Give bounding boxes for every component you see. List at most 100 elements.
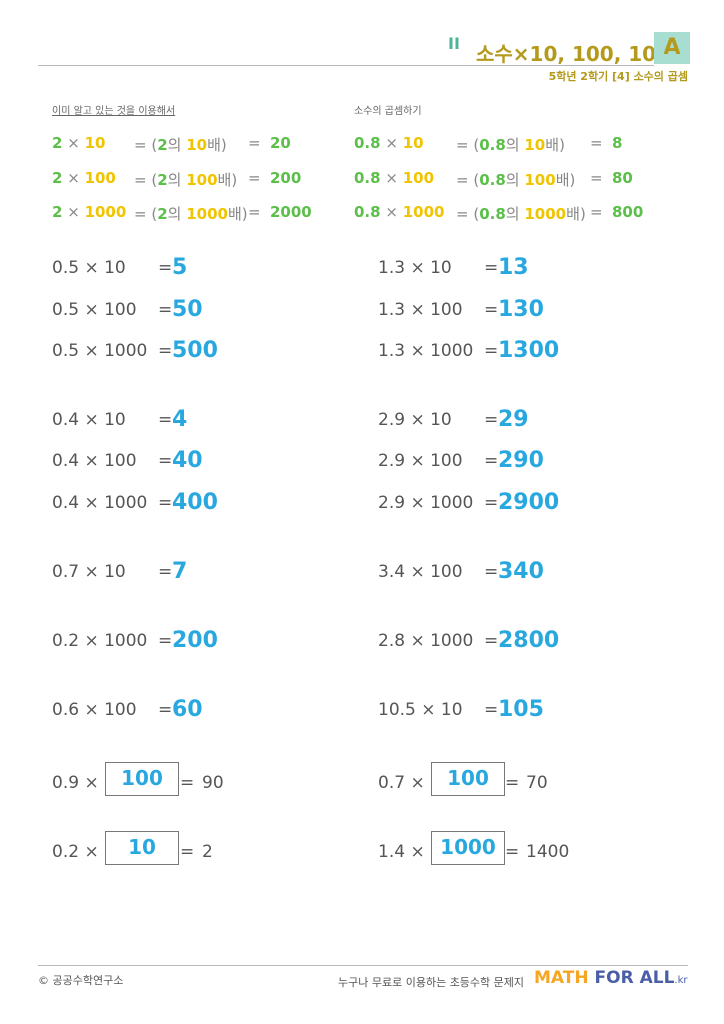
example-multiplier: 100 — [84, 169, 116, 187]
problem-expression: 1.3 × 100 — [378, 300, 463, 320]
of-text: 의 — [167, 136, 182, 154]
example-paren-factor: 0.8 — [479, 136, 506, 154]
problem-answer[interactable]: 130 — [498, 297, 544, 322]
header-divider — [38, 65, 654, 66]
example-paren-multiplier: 10 — [524, 136, 546, 154]
problem-answer[interactable]: 60 — [172, 697, 203, 722]
problem-answer[interactable]: 13 — [498, 255, 529, 280]
example-result: 20 — [270, 134, 291, 152]
example-paren-multiplier: 1000 — [524, 205, 567, 223]
example-factor: 0.8 — [354, 169, 381, 187]
problem-expression: 0.5 × 10 — [52, 258, 126, 278]
equals-sign: = — [180, 842, 195, 862]
problem-answer[interactable]: 105 — [498, 697, 544, 722]
example-row: 0.8 × 1000 — [354, 203, 445, 221]
problem-expression: 0.4 × 10 — [52, 410, 126, 430]
answer-box[interactable]: 1000 — [431, 831, 505, 865]
equals-sign: = — [158, 700, 173, 720]
problem-answer[interactable]: 200 — [172, 628, 218, 653]
footer-tagline: 누구나 무료로 이용하는 초등수학 문제지 — [338, 976, 525, 989]
example-explanation: = (0.8의 10배) — [456, 136, 565, 154]
example-factor: 2 — [52, 134, 63, 152]
problem-answer[interactable]: 29 — [498, 407, 529, 432]
equals-sign: = — [158, 300, 173, 320]
example-explanation: = (2의 100배) — [134, 171, 238, 189]
copyright: © 공공수학연구소 — [38, 974, 124, 987]
example-multiplier: 1000 — [84, 203, 127, 221]
equals-sign: = — [590, 134, 603, 152]
equals-sign: = — [484, 451, 499, 471]
fill-result: 90 — [202, 773, 224, 793]
problem-answer[interactable]: 500 — [172, 338, 218, 363]
equals-sign: = — [505, 773, 520, 793]
example-explanation: = (2의 10배) — [134, 136, 227, 154]
problem-answer[interactable]: 2900 — [498, 490, 560, 515]
equals-sign: = — [158, 493, 173, 513]
of-text: 의 — [167, 171, 182, 189]
problem-answer[interactable]: 400 — [172, 490, 218, 515]
example-paren-multiplier: 100 — [186, 171, 218, 189]
example-row: 0.8 × 100 — [354, 169, 435, 187]
example-factor: 2 — [52, 203, 63, 221]
answer-box[interactable]: 100 — [105, 762, 179, 796]
example-factor: 0.8 — [354, 203, 381, 221]
problem-answer[interactable]: 290 — [498, 448, 544, 473]
problem-answer[interactable]: 50 — [172, 297, 203, 322]
problem-answer[interactable]: 40 — [172, 448, 203, 473]
problem-expression: 0.7 × 10 — [52, 562, 126, 582]
equals-sign: = — [248, 169, 261, 187]
problem-answer[interactable]: 5 — [172, 255, 188, 280]
problem-expression: 1.3 × 1000 — [378, 341, 474, 361]
fill-expression: 0.2 × — [52, 842, 99, 862]
example-explanation: = (0.8의 1000배) — [456, 205, 586, 223]
example-paren-factor: 2 — [157, 136, 168, 154]
example-row: 0.8 × 10 — [354, 134, 424, 152]
problem-expression: 2.9 × 1000 — [378, 493, 474, 513]
equals-sign: = — [484, 493, 499, 513]
fill-result: 2 — [202, 842, 213, 862]
equals-sign: = — [484, 258, 499, 278]
fill-result: 1400 — [526, 842, 570, 862]
equals-sign: = — [484, 562, 499, 582]
example-paren-factor: 2 — [157, 205, 168, 223]
problem-answer[interactable]: 340 — [498, 559, 544, 584]
example-right-label: 소수의 곱셈하기 — [354, 106, 422, 117]
problem-expression: 0.4 × 100 — [52, 451, 137, 471]
problem-answer[interactable]: 2800 — [498, 628, 560, 653]
example-paren-factor: 0.8 — [479, 171, 506, 189]
problem-expression: 10.5 × 10 — [378, 700, 463, 720]
problem-answer[interactable]: 4 — [172, 407, 188, 432]
brand-math: MATH — [534, 968, 589, 988]
brand-logo: MATH FOR ALL.kr — [534, 968, 688, 988]
example-result: 80 — [612, 169, 633, 187]
example-paren-factor: 0.8 — [479, 205, 506, 223]
example-multiplier: 100 — [402, 169, 435, 187]
problem-expression: 2.9 × 10 — [378, 410, 452, 430]
equals-sign: = — [484, 410, 499, 430]
problem-expression: 3.4 × 100 — [378, 562, 463, 582]
problem-expression: 0.4 × 1000 — [52, 493, 148, 513]
times-text: 배 — [545, 136, 560, 154]
example-factor: 2 — [52, 169, 63, 187]
problem-expression: 1.3 × 10 — [378, 258, 452, 278]
example-paren-multiplier: 100 — [524, 171, 556, 189]
equals-sign: = — [180, 773, 195, 793]
answer-box[interactable]: 100 — [431, 762, 505, 796]
section-mark: II — [448, 34, 460, 53]
problem-expression: 0.5 × 100 — [52, 300, 137, 320]
equals-sign: = — [158, 451, 173, 471]
problem-answer[interactable]: 1300 — [498, 338, 560, 363]
equals-sign: = — [590, 169, 603, 187]
answer-box[interactable]: 10 — [105, 831, 179, 865]
problem-answer[interactable]: 7 — [172, 559, 188, 584]
example-result: 2000 — [270, 203, 312, 221]
equals-sign: = — [248, 134, 261, 152]
example-result: 200 — [270, 169, 302, 187]
fill-expression: 0.9 × — [52, 773, 99, 793]
fill-expression: 0.7 × — [378, 773, 425, 793]
equals-sign: = — [484, 700, 499, 720]
level-badge: A — [654, 32, 690, 64]
example-multiplier: 10 — [402, 134, 424, 152]
times-text: 배 — [227, 205, 242, 223]
